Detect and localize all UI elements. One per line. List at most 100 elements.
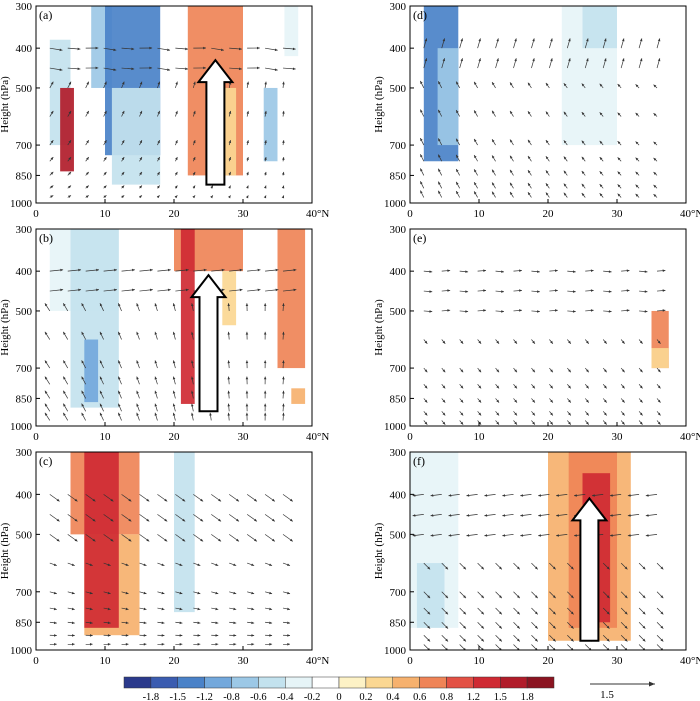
wind-vector-head — [221, 268, 225, 272]
wind-vector-head — [233, 563, 237, 566]
wind-vector-head — [132, 268, 135, 272]
wind-vector-head — [227, 303, 231, 307]
wind-vector-head — [282, 110, 285, 114]
y-axis-label: Height (hPa) — [373, 76, 385, 133]
x-tick-label: 10 — [474, 431, 486, 443]
wind-vector-head — [271, 498, 275, 502]
colorbar-swatch — [123, 676, 152, 689]
wind-vector-head — [118, 403, 121, 407]
wind-vector-head — [121, 157, 125, 161]
colorbar-swatch — [231, 676, 259, 689]
colorbar-swatch — [419, 676, 447, 689]
wind-vector-head — [481, 625, 484, 629]
wind-vector-head — [510, 139, 513, 143]
wind-vector-head — [478, 385, 482, 389]
shaded-region — [174, 452, 195, 613]
x-tick-label: 10 — [100, 431, 112, 443]
wind-vector-head — [642, 647, 646, 650]
wind-vector-head — [50, 195, 54, 198]
wind-vector-head — [227, 390, 231, 394]
colorbar-swatch — [177, 676, 205, 689]
wind-vector-head — [121, 185, 125, 189]
x-tick-label: 10 — [474, 655, 486, 667]
wind-vector-head — [483, 309, 487, 312]
wind-vector-head — [54, 642, 57, 646]
wind-vector-head — [253, 498, 257, 502]
wind-vector-head — [499, 625, 502, 629]
x-tick-label: 20 — [169, 431, 181, 443]
wind-vector-head — [245, 390, 249, 394]
wind-vector-head — [570, 638, 574, 642]
wind-vector-head — [209, 412, 212, 416]
wind-vector-head — [263, 360, 267, 364]
wind-vector-head — [438, 168, 441, 172]
wind-vector-head — [239, 47, 242, 51]
wind-vector-head — [136, 412, 139, 416]
wind-vector-head — [271, 538, 275, 542]
y-tick-label: 400 — [16, 43, 33, 55]
wind-vector-head — [191, 331, 194, 335]
wind-vector-head — [81, 331, 85, 335]
wind-vector-head — [608, 270, 612, 273]
colorbar-tick-label: 0 — [336, 692, 341, 701]
wind-vector-head — [251, 591, 255, 595]
wind-vector-head — [78, 268, 82, 272]
wind-vector-head — [50, 140, 54, 144]
wind-vector-head — [581, 193, 585, 196]
wind-vector-head — [502, 534, 506, 537]
x-tick-label: 0 — [407, 655, 413, 667]
wind-vector-head — [282, 360, 285, 364]
wind-vector-head — [154, 303, 158, 307]
y-tick-label: 850 — [390, 617, 407, 629]
wind-vector-head — [53, 621, 57, 625]
wind-vector-head — [233, 607, 237, 611]
reference-vector-head — [649, 681, 655, 687]
wind-vector-head — [499, 647, 502, 650]
wind-vector-head — [71, 621, 75, 625]
wind-vector-head — [182, 518, 186, 522]
wind-vector-head — [44, 412, 48, 416]
wind-vector-head — [128, 498, 132, 502]
wind-vector-head — [263, 195, 267, 199]
y-tick-label: 1000 — [384, 645, 407, 657]
wind-vector-head — [191, 390, 194, 394]
wind-vector-head — [660, 638, 664, 642]
wind-vector-head — [662, 269, 666, 272]
y-tick-label: 850 — [16, 393, 33, 405]
panel-label: (a) — [39, 8, 52, 22]
wind-vector-head — [568, 421, 571, 425]
wind-vector-head — [143, 621, 147, 625]
wind-vector-head — [107, 607, 111, 611]
y-axis-label: Height (hPa) — [0, 76, 11, 133]
wind-vector-head — [85, 171, 89, 175]
wind-vector-head — [143, 607, 147, 611]
wind-vector-head — [192, 140, 196, 144]
wind-vector-head — [131, 67, 135, 71]
wind-vector-head — [197, 634, 201, 637]
wind-vector-head — [466, 494, 470, 497]
wind-vector-head — [287, 563, 291, 566]
wind-vector-head — [275, 288, 279, 292]
wind-vector-head — [427, 638, 431, 642]
wind-vector-head — [527, 82, 531, 86]
y-tick-label: 1000 — [10, 645, 33, 657]
colorbar-swatch — [392, 676, 420, 689]
wind-vector-head — [586, 38, 589, 42]
wind-vector-head — [282, 157, 285, 160]
wind-vector-head — [552, 625, 556, 629]
wind-vector-head — [621, 399, 625, 403]
wind-vector-head — [63, 360, 66, 364]
wind-vector-head — [420, 80, 423, 84]
wind-vector-head — [590, 269, 594, 272]
wind-vector-head — [545, 140, 549, 144]
wind-vector-head — [556, 514, 559, 517]
wind-vector-head — [263, 390, 267, 394]
wind-vector-head — [519, 309, 522, 312]
wind-vector-head — [478, 369, 482, 373]
wind-vector-head — [157, 140, 160, 144]
wind-vector-head — [538, 494, 542, 497]
wind-vector-head — [53, 563, 57, 566]
wind-vector-head — [603, 421, 607, 425]
wind-vector-head — [429, 310, 433, 313]
wind-vector-head — [657, 399, 661, 403]
